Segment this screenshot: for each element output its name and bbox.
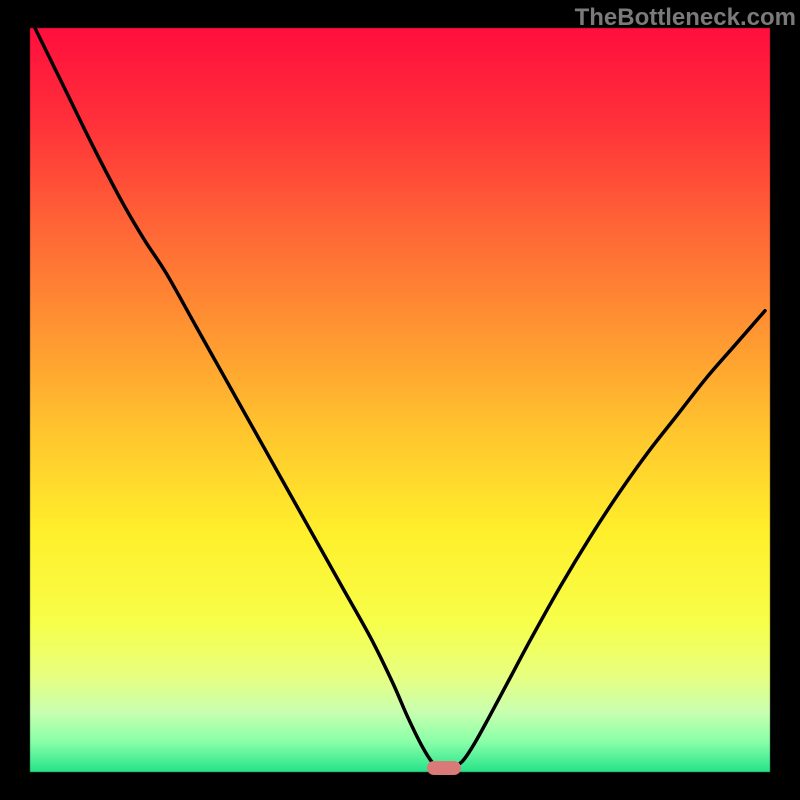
gradient-background <box>0 0 800 800</box>
optimal-point-marker <box>427 761 461 775</box>
watermark-label: TheBottleneck.com <box>575 4 796 32</box>
chart-container: TheBottleneck.com <box>0 0 800 800</box>
